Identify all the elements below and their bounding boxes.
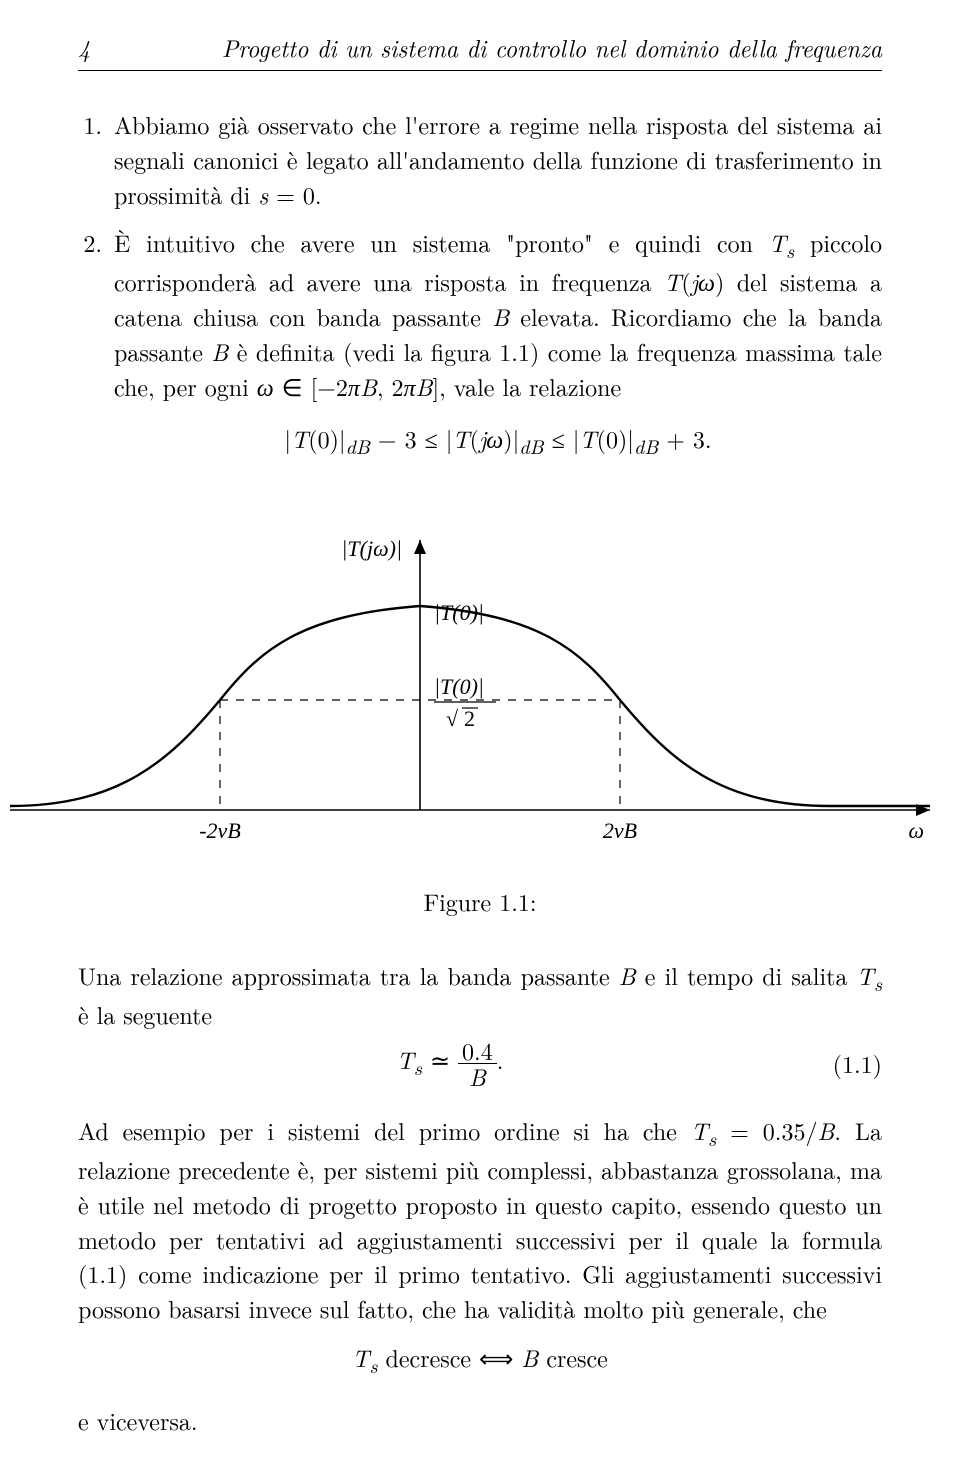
- svg-text:2: 2: [464, 706, 475, 731]
- eq-frac-den: B: [469, 1059, 486, 1093]
- eq-tail: .: [497, 1042, 504, 1076]
- para-viceversa: e viceversa.: [78, 1403, 882, 1438]
- list-item-1: Abbiamo già osservato che l'errore a reg…: [110, 107, 882, 211]
- svg-text:2νB: 2νB: [603, 818, 637, 843]
- eq-1-1: Ts ≃ 0.4 B . (1.1): [78, 1038, 882, 1089]
- page-number: 4: [78, 30, 90, 64]
- enumerate: Abbiamo già osservato che l'errore a reg…: [78, 107, 882, 460]
- running-head: 4 Progetto di un sistema di controllo ne…: [78, 30, 882, 64]
- running-title: Progetto di un sistema di controllo nel …: [222, 30, 882, 64]
- svg-text:|T(0)|: |T(0)|: [434, 600, 484, 625]
- eq-number: (1.1): [822, 1046, 882, 1080]
- list-item-2: È intuitivo che avere un sistema "pronto…: [110, 225, 882, 460]
- implication: Ts decresce ⟺ B cresce: [78, 1340, 882, 1379]
- svg-text:ω: ω: [908, 818, 924, 843]
- svg-text:-2νB: -2νB: [199, 818, 241, 843]
- figure-1-1: |T(jω)| |T(0)| |T(0)| √2 -2νB 2νB ω Figure 1.1…: [0, 520, 960, 918]
- svg-text:|T(jω)|: |T(jω)|: [341, 536, 402, 561]
- inequality-eq: |T(0)|dB − 3 ≤ |T(jω)|dB ≤ |T(0)|dB + 3.: [114, 421, 882, 460]
- header-rule: [78, 70, 882, 71]
- figure-svg: |T(jω)| |T(0)| |T(0)| √2 -2νB 2νB ω: [0, 520, 960, 860]
- figure-caption: Figure 1.1:: [0, 884, 960, 918]
- svg-text:|T(0)|: |T(0)|: [434, 674, 484, 699]
- para-explanation: Ad esempio per i sistemi del primo ordin…: [78, 1113, 882, 1326]
- page: 4 Progetto di un sistema di controllo ne…: [0, 0, 960, 1482]
- para-relation-intro: Una relazione approssimata tra la banda …: [78, 958, 882, 1032]
- svg-text:√: √: [446, 706, 459, 731]
